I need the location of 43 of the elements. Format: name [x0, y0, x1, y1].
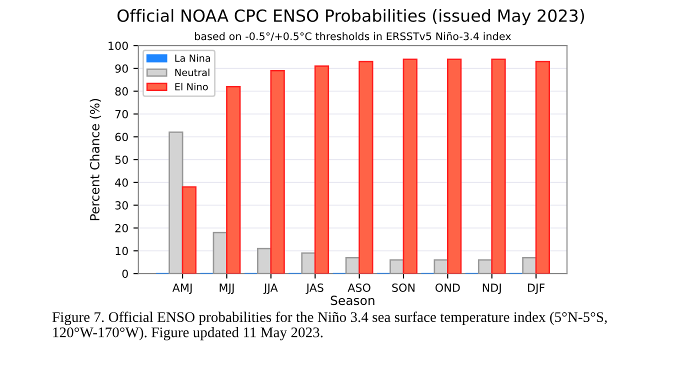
- y-tick-label: 100: [108, 42, 128, 50]
- bar: [301, 252, 316, 274]
- bar: [446, 58, 462, 274]
- x-tick-label: AMJ: [172, 284, 192, 294]
- legend-label: El Nino: [175, 82, 208, 90]
- y-tick-label: 10: [116, 246, 128, 256]
- bar: [434, 259, 448, 274]
- y-tick-label: 90: [115, 64, 128, 73]
- bar: [168, 132, 184, 274]
- y-tick-label: 20: [115, 224, 128, 232]
- bar: [478, 259, 493, 274]
- x-tick-label: OND: [436, 284, 460, 292]
- x-tick-label: DJF: [528, 284, 545, 294]
- bar: [491, 58, 506, 274]
- bar: [358, 60, 374, 274]
- y-tick-label: 60: [115, 132, 128, 142]
- legend-label: Neutral: [175, 68, 210, 76]
- y-tick-label: 70: [115, 110, 128, 118]
- bar: [390, 259, 404, 274]
- y-tick-label: 50: [115, 156, 128, 164]
- caption: Figure 7. Official ENSO probabilities for the Niño 3.4 sea surface temperature index (5°N-5°S, 120°W-170°W). Figure updated 11 May 2023.: [52, 312, 607, 340]
- bar: [182, 186, 197, 274]
- x-tick-label: SON: [392, 284, 414, 292]
- y-tick-label: 30: [115, 201, 128, 210]
- x-tick-label: JJA: [263, 284, 278, 294]
- legend-label: La Nina: [175, 54, 210, 62]
- y-tick-label: 40: [115, 178, 128, 187]
- x-tick-label: JAS: [306, 284, 324, 294]
- bar: [535, 60, 550, 274]
- bar: [522, 256, 537, 274]
- x-tick-label: NDJ: [482, 284, 501, 294]
- bar: [226, 86, 241, 274]
- x-tick-label: MJJ: [220, 284, 234, 294]
- y-tick-label: 0: [122, 270, 128, 278]
- x-tick-label: ASO: [348, 284, 370, 292]
- chart-title: Official NOAA CPC ENSO Probabilities (issued May 2023): [118, 9, 584, 26]
- bar: [402, 58, 418, 274]
- chart-subtitle: based on -0.5°/+0.5°C thresholds in ERSSTv5 Niño-3.4 index: [195, 32, 511, 42]
- y-axis-title: Percent Chance (%): [90, 98, 101, 220]
- y-tick-label: 80: [115, 87, 128, 96]
- x-axis-title: Season: [330, 296, 374, 306]
- bar: [270, 70, 285, 274]
- bar: [314, 65, 330, 274]
